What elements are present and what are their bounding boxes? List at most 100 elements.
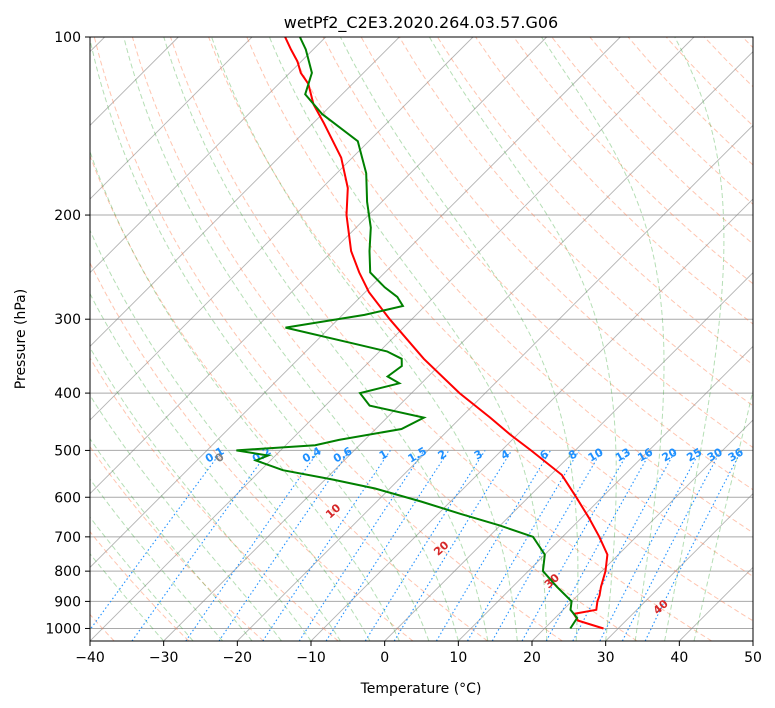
y-tick-label: 1000 <box>45 621 81 637</box>
chart-title: wetPf2_C2E3.2020.264.03.57.G06 <box>284 13 558 33</box>
y-tick-label: 900 <box>54 594 81 610</box>
mixing-ratio-line <box>435 450 552 641</box>
moist-adiabat-line <box>90 478 223 641</box>
moist-adiabats <box>90 37 753 641</box>
isotherm-line <box>90 37 621 568</box>
y-tick-label: 200 <box>54 208 81 224</box>
y-tick-label: 500 <box>54 443 81 459</box>
mixing-ratio-line <box>545 450 652 641</box>
mixing-ratio-line <box>218 450 351 641</box>
isotherm-line <box>384 272 753 641</box>
dry-adiabat-line <box>246 37 753 577</box>
dry-adiabat-label: 20 <box>431 538 451 558</box>
y-tick-label: 600 <box>54 490 81 506</box>
plot-area: 0.10.20.40.611.52346810131620253036-100-… <box>0 37 753 641</box>
x-tick-label: 40 <box>670 650 688 666</box>
moist-adiabat-line <box>90 229 371 641</box>
dry-adiabat-line <box>284 37 753 534</box>
mixing-ratio-label: 4 <box>499 447 512 462</box>
dry-adiabat-label: -30 <box>0 385 12 408</box>
mixing-ratio-label: 2 <box>436 447 449 462</box>
dry-adiabat-line <box>90 261 414 641</box>
moist-adiabat-line <box>339 37 579 641</box>
mixing-ratio-label: 20 <box>660 445 680 464</box>
dry-adiabat-line <box>170 37 712 641</box>
dry-adiabat-line <box>208 37 753 622</box>
mixing-ratio-line <box>644 450 742 641</box>
dry-adiabat-line <box>90 445 264 641</box>
y-axis-ticks: 100 200 300 400 500 600 700 800 900 1000 <box>45 30 90 637</box>
moist-adiabat-line <box>163 37 489 641</box>
dry-adiabat-line <box>360 37 753 449</box>
isotherm-line <box>90 37 326 274</box>
temperature-profile-line <box>284 37 609 630</box>
dry-adiabat-label: -10 <box>8 201 32 224</box>
moist-adiabat-line <box>90 394 282 641</box>
mixing-ratio-label: 36 <box>726 445 746 464</box>
mixing-ratio-line <box>599 450 701 641</box>
moist-adiabat-line <box>90 37 430 641</box>
x-tick-label: −40 <box>75 650 105 666</box>
x-axis-label: Temperature (°C) <box>360 681 482 697</box>
moist-adiabat-line <box>90 292 341 641</box>
isotherm-line <box>605 493 753 641</box>
moist-adiabat-line <box>693 388 753 641</box>
dry-adiabat-line <box>322 37 753 491</box>
isotherm-line <box>237 124 753 641</box>
x-tick-label: −20 <box>223 650 253 666</box>
mixing-ratio-line <box>467 450 580 641</box>
isotherm-grid <box>90 37 753 641</box>
mixing-ratio-label: 10 <box>586 445 606 464</box>
mixing-ratio-line <box>521 450 630 641</box>
mixing-ratio-line <box>262 450 391 641</box>
x-axis-ticks: −40 −30 −20 −10 0 10 20 30 40 50 <box>75 641 762 666</box>
moist-adiabat-line <box>428 37 617 641</box>
dewpoint-profile-line <box>236 37 579 630</box>
dry-adiabats <box>90 37 753 641</box>
mixing-ratio-label: 1 <box>377 447 390 462</box>
x-tick-label: 10 <box>449 650 467 666</box>
y-tick-label: 700 <box>54 530 81 546</box>
x-tick-label: 20 <box>523 650 541 666</box>
isotherm-line <box>679 566 753 641</box>
mixing-ratio-lines <box>90 450 742 641</box>
y-axis-label: Pressure (hPa) <box>13 289 29 389</box>
moist-adiabat-line <box>90 346 312 641</box>
moist-adiabat-line <box>211 37 518 641</box>
isotherm-line <box>90 37 253 200</box>
isotherm-line <box>90 37 400 347</box>
dry-adiabat-label: 0 <box>212 450 227 465</box>
mixing-ratio-label: 3 <box>472 447 485 462</box>
y-tick-label: 400 <box>54 386 81 402</box>
isotherm-line <box>752 640 753 641</box>
mixing-ratio-label: 30 <box>705 445 725 464</box>
moist-adiabat-line <box>664 37 725 641</box>
moist-adiabat-line <box>90 150 400 641</box>
dry-adiabat-line <box>513 37 753 285</box>
profile-series <box>236 37 609 630</box>
isotherm-line <box>90 37 695 641</box>
mixing-ratio-line <box>90 450 223 631</box>
moist-adiabat-line <box>123 37 459 641</box>
isotherm-line <box>163 51 753 641</box>
dry-adiabat-line <box>90 154 488 641</box>
plot-frame <box>89 36 754 642</box>
x-tick-label: 50 <box>744 650 762 666</box>
mixing-ratio-line <box>325 450 450 641</box>
mixing-ratio-line <box>298 450 425 641</box>
isotherm-line <box>90 37 474 421</box>
x-tick-label: −30 <box>149 650 179 666</box>
dry-adiabat-label: 10 <box>323 501 343 521</box>
mixing-ratio-line <box>572 450 676 641</box>
x-tick-label: 0 <box>380 650 389 666</box>
dry-adiabat-line <box>742 37 753 49</box>
isotherm-line <box>531 419 753 641</box>
dry-adiabat-line <box>90 530 190 641</box>
mixing-ratio-label: 0.6 <box>331 444 355 465</box>
mixing-ratio-line <box>131 450 270 641</box>
y-tick-label: 800 <box>54 564 81 580</box>
y-tick-label: 300 <box>54 312 81 328</box>
dry-adiabat-label: -20 <box>68 420 92 443</box>
mixing-ratio-line <box>621 450 722 641</box>
isotherm-line <box>90 37 547 495</box>
